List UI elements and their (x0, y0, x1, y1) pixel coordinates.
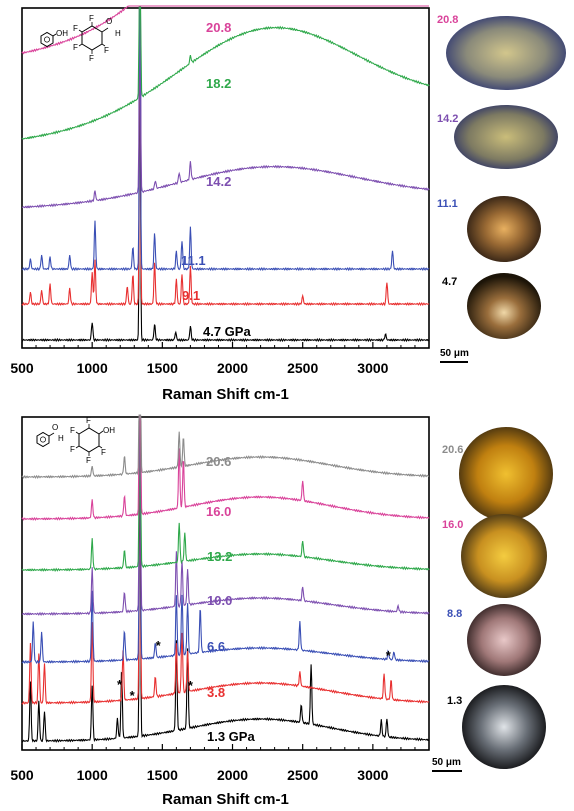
asterisk-annotation: * (130, 688, 136, 703)
molecule-f-label: F (86, 416, 91, 425)
benzaldehyde-molecule-icon: O H (36, 423, 64, 448)
molecule-f-label: F (73, 24, 78, 33)
series-pressure-label: 4.7 GPa (203, 324, 251, 339)
micrograph-pressure-label: 8.8 (447, 608, 462, 620)
top-spectra-panel: 500 1000 1500 2000 2500 3000 4.7 GPa 9.1 11.1 14… (10, 5, 566, 403)
phenol-molecule-icon: OH (40, 29, 68, 48)
spectrum-line-14.2 (21, 5, 430, 209)
series-pressure-label: 16.0 (206, 504, 231, 519)
molecule-f-label: F (70, 445, 75, 454)
asterisk-annotation: * (156, 638, 162, 653)
micrograph-column: 20.8 14.2 11.1 4.7 50 μm (437, 14, 566, 363)
spectrum-line-3.8 (21, 414, 430, 706)
micrograph-1.3 (462, 685, 546, 769)
spectrum-line-9.1 (21, 5, 430, 307)
x-tick-label: 1000 (77, 360, 108, 376)
spectrum-line-1.3-GPa (21, 436, 430, 743)
x-tick-label: 2000 (217, 767, 248, 783)
molecule-o-label: O (106, 17, 112, 26)
micrograph-pressure-label: 11.1 (437, 198, 458, 210)
x-tick-label: 1500 (147, 767, 178, 783)
series-pressure-label: 13.2 (207, 549, 232, 564)
bottom-spectra-panel: 500 1000 1500 2000 2500 3000 1.3 GPa 3.8 6.6 10.… (10, 414, 553, 808)
phenol-oh-label: OH (56, 29, 68, 38)
x-tick-label: 1000 (77, 767, 108, 783)
x-tick-label: 500 (10, 767, 34, 783)
micrograph-20.8 (446, 16, 566, 90)
pentafluorobenzaldehyde-molecule-icon: F F F F F O H (73, 14, 121, 63)
molecule-f-label: F (73, 43, 78, 52)
micrograph-pressure-label: 20.8 (437, 14, 458, 26)
molecule-o-label: O (52, 423, 58, 432)
molecule-f-label: F (70, 426, 75, 435)
spectrum-line-10.0 (21, 414, 430, 616)
asterisk-annotation: * (117, 677, 123, 692)
molecule-f-label: F (89, 14, 94, 23)
micrograph-pressure-label: 1.3 (447, 695, 462, 707)
series-pressure-label: 14.2 (206, 174, 231, 189)
spectrum-line-18.2 (21, 5, 430, 140)
x-tick-label: 2500 (287, 767, 318, 783)
micrograph-20.6 (459, 427, 553, 521)
micrograph-column: 20.6 16.0 8.8 1.3 50 μm (432, 427, 553, 772)
series-pressure-label: 1.3 GPa (207, 729, 255, 744)
molecule-f-label: F (89, 54, 94, 63)
micrograph-pressure-label: 4.7 (442, 276, 457, 288)
series-pressure-label: 10.0 (207, 593, 232, 608)
x-tick-label: 2500 (287, 360, 318, 376)
series-pressure-label: 20.6 (206, 454, 231, 469)
series-pressure-label: 9.1 (182, 288, 200, 303)
asterisk-annotation: * (386, 648, 392, 663)
series-pressure-label: 18.2 (206, 76, 231, 91)
x-tick-label: 500 (10, 360, 34, 376)
molecule-h-label: H (58, 434, 64, 443)
x-axis-label: Raman Shift cm-1 (162, 791, 289, 808)
x-tick-label: 2000 (217, 360, 248, 376)
micrograph-4.7 (467, 273, 541, 339)
series-pressure-label: 11.1 (181, 253, 206, 268)
spectrum-line-11.1 (21, 5, 430, 272)
x-tick-label: 1500 (147, 360, 178, 376)
x-tick-label: 3000 (357, 360, 388, 376)
top-plot-frame (21, 7, 430, 349)
x-axis-label: Raman Shift cm-1 (162, 386, 289, 403)
micrograph-pressure-label: 20.6 (442, 444, 463, 456)
pentafluorophenol-molecule-icon: F F F F F OH (70, 416, 115, 465)
spectrum-line-6.6 (21, 414, 430, 665)
molecule-f-label: F (101, 448, 106, 457)
micrograph-16.0 (461, 514, 547, 598)
molecule-f-label: F (86, 456, 91, 465)
scale-bar-label: 50 μm (440, 348, 469, 359)
scale-bar-label: 50 μm (432, 757, 461, 768)
micrograph-8.8 (467, 604, 541, 676)
x-tick-label: 3000 (357, 767, 388, 783)
spectrum-line-4.7-GPa (21, 40, 430, 343)
micrograph-11.1 (467, 196, 541, 262)
micrograph-pressure-label: 14.2 (437, 113, 458, 125)
molecule-h-label: H (115, 29, 121, 38)
asterisk-annotation: * (188, 678, 194, 693)
series-pressure-label: 6.6 (207, 639, 225, 654)
spectrum-line-13.2 (21, 414, 430, 572)
molecule-f-label: F (104, 46, 109, 55)
series-pressure-label: 20.8 (206, 20, 231, 35)
spectrum-line-20.8 (21, 5, 429, 55)
molecule-oh-label: OH (103, 426, 115, 435)
micrograph-pressure-label: 16.0 (442, 519, 463, 531)
series-pressure-label: 3.8 (207, 685, 225, 700)
micrograph-14.2 (454, 105, 558, 169)
bottom-plot-frame (21, 416, 430, 751)
spectrum-line-20.6 (21, 414, 430, 480)
spectrum-line-16.0 (21, 414, 430, 521)
